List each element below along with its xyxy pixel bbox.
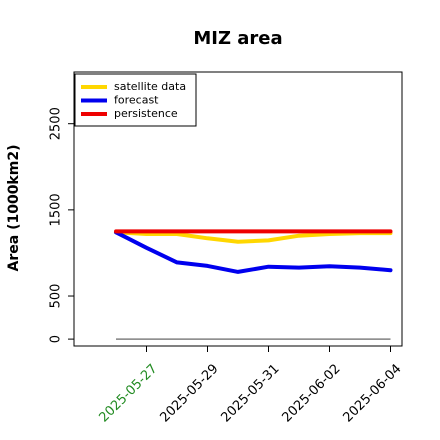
x-tick-label: 2025-06-04	[341, 361, 405, 425]
y-ticks: 0 500 1500 2500	[48, 107, 74, 343]
x-tick-label: 2025-05-27	[97, 361, 161, 425]
legend-label: persistence	[114, 107, 178, 120]
y-tick-label: 500	[49, 284, 64, 309]
y-tick-label: 2500	[48, 107, 63, 140]
x-tick-label: 2025-06-02	[280, 361, 344, 425]
y-tick-label: 0	[49, 335, 64, 343]
legend-label: satellite data	[114, 80, 186, 93]
series-line-forecast	[114, 230, 393, 274]
x-tick-label: 2025-05-31	[219, 361, 283, 425]
series-layer	[114, 229, 393, 274]
series-line-satellite-data	[114, 230, 393, 244]
y-tick-label: 1500	[48, 193, 63, 226]
x-tick-label: 2025-05-29	[158, 361, 222, 425]
legend-label: forecast	[114, 94, 159, 107]
y-axis-label: Area (1000km2)	[6, 145, 22, 272]
plot-area-frame	[73, 71, 403, 347]
chart-title: MIZ area	[193, 28, 282, 49]
x-ticks: 2025-05-272025-05-292025-05-312025-06-02…	[97, 346, 405, 425]
